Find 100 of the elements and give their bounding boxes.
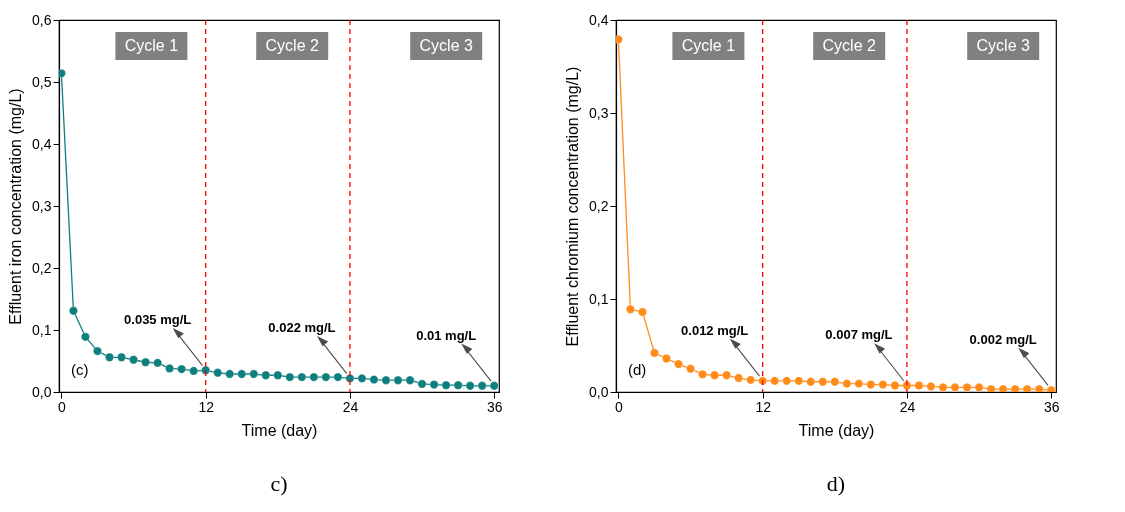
- point: [489, 381, 499, 391]
- point: [213, 368, 223, 378]
- x-tick-label: 24: [899, 398, 916, 415]
- point: [625, 304, 635, 314]
- y-axis-title: Effluent chromium concentration (mg/L): [564, 66, 582, 347]
- point: [758, 376, 768, 386]
- point: [117, 352, 126, 362]
- point: [998, 384, 1008, 392]
- point: [165, 363, 175, 373]
- y-tick-label: 0,4: [589, 11, 609, 28]
- y-tick-label: 0,2: [589, 197, 609, 214]
- annotation: 0.022 mg/L: [268, 320, 336, 336]
- point: [914, 381, 924, 390]
- point: [1046, 385, 1056, 392]
- x-tick-label: 36: [1043, 398, 1060, 415]
- point: [770, 376, 780, 386]
- x-tick-label: 24: [342, 398, 359, 415]
- point: [297, 372, 307, 382]
- y-tick-label: 0,1: [32, 321, 52, 338]
- text: c): [270, 471, 288, 496]
- point: [141, 357, 151, 367]
- point: [80, 332, 90, 342]
- annotation: 0.01 mg/L: [416, 327, 477, 343]
- point: [393, 375, 403, 385]
- point: [746, 375, 756, 385]
- point: [878, 380, 888, 390]
- y-tick-label: 0,3: [589, 104, 609, 121]
- annotation: 0.012 mg/L: [681, 322, 749, 338]
- point: [225, 369, 235, 379]
- y-axis-title: Effluent iron concentration (mg/L): [7, 88, 25, 325]
- point: [357, 373, 367, 383]
- x-tick-label: 0: [58, 398, 67, 415]
- point: [201, 365, 211, 375]
- annotation: Cycle 1: [124, 37, 179, 54]
- annotation: 0.002 mg/L: [969, 332, 1037, 348]
- point: [662, 354, 671, 363]
- y-tick-label: 0,0: [32, 383, 52, 400]
- point: [369, 375, 379, 385]
- point: [722, 370, 732, 380]
- point: [477, 381, 487, 391]
- point: [698, 369, 708, 379]
- point: [285, 372, 295, 382]
- point: [637, 307, 647, 317]
- point: [806, 377, 816, 387]
- point: [926, 381, 936, 391]
- annotation: 0.035 mg/L: [124, 312, 192, 328]
- point: [153, 358, 163, 368]
- point: [782, 376, 792, 386]
- point: [189, 366, 199, 376]
- point: [177, 364, 187, 374]
- point: [866, 380, 876, 390]
- point: [830, 377, 840, 387]
- text: d): [826, 471, 846, 496]
- x-tick-label: 12: [198, 398, 215, 415]
- point: [405, 375, 415, 385]
- point: [237, 369, 247, 379]
- point: [92, 346, 102, 356]
- point: [794, 376, 804, 386]
- point: [333, 372, 343, 382]
- x-tick-label: 0: [615, 398, 624, 415]
- point: [453, 380, 463, 390]
- x-tick-label: 36: [486, 398, 503, 415]
- x-axis-title: Time (day): [241, 421, 318, 439]
- y-tick-label: 0,3: [32, 197, 52, 214]
- y-tick-label: 0,6: [32, 11, 52, 28]
- y-tick-label: 0,5: [32, 73, 52, 90]
- point: [842, 379, 852, 389]
- y-tick-label: 0,1: [589, 290, 609, 307]
- point: [818, 377, 828, 387]
- point: [974, 382, 984, 392]
- point: [950, 382, 960, 392]
- point: [710, 370, 720, 380]
- point: [249, 369, 259, 379]
- point: [261, 370, 271, 380]
- point: [890, 381, 900, 390]
- annotation: Cycle 2: [265, 37, 319, 54]
- point: [734, 373, 744, 383]
- point: [309, 372, 319, 382]
- annotation: (c): [71, 361, 89, 378]
- annotation: Cycle 1: [681, 37, 736, 54]
- annotation: Cycle 3: [419, 37, 473, 54]
- point: [674, 359, 683, 369]
- point: [273, 370, 283, 380]
- annotation: Cycle 3: [976, 37, 1030, 54]
- point: [854, 379, 864, 389]
- point: [649, 348, 659, 358]
- point: [986, 384, 996, 392]
- point: [962, 382, 972, 392]
- annotation: (d): [628, 361, 647, 378]
- point: [938, 382, 948, 392]
- point: [68, 306, 78, 316]
- annotation: Cycle 2: [822, 37, 876, 54]
- x-axis-title: Time (day): [798, 421, 875, 439]
- point: [321, 372, 331, 382]
- point: [465, 381, 475, 391]
- point: [429, 380, 439, 390]
- y-tick-label: 0,0: [589, 383, 609, 400]
- annotation: 0.007 mg/L: [825, 327, 893, 343]
- point: [686, 364, 696, 374]
- point: [105, 352, 114, 362]
